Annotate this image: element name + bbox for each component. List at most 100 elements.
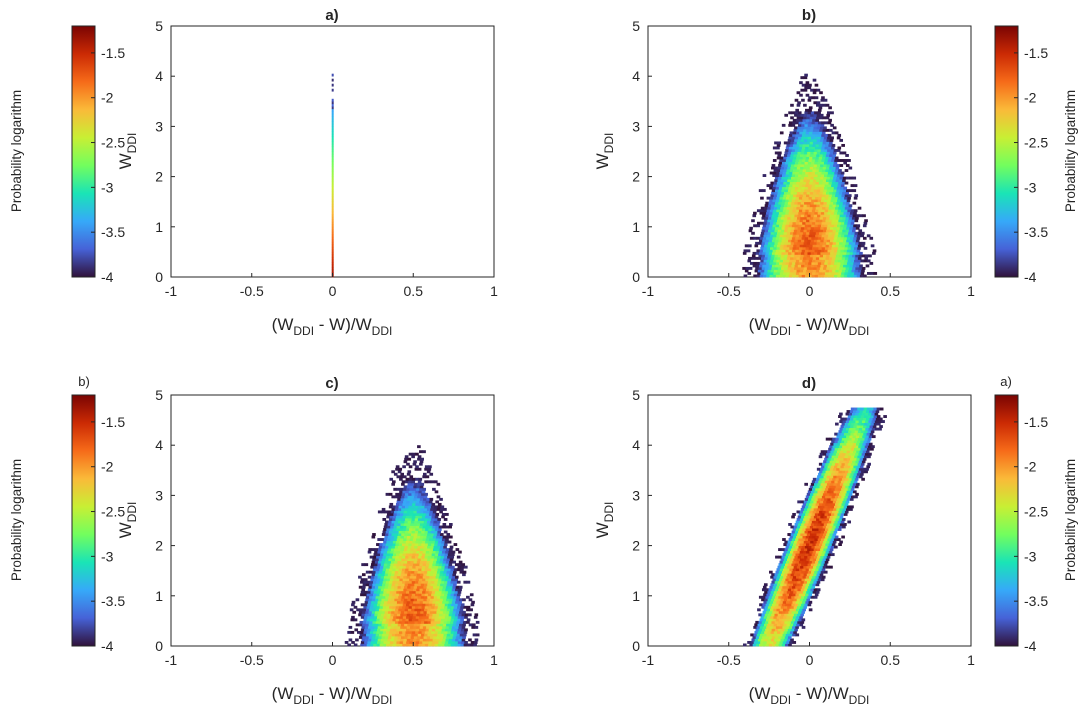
heatmap-cell (397, 638, 401, 642)
heatmap-cell (822, 452, 827, 456)
heatmap-cell (434, 543, 438, 546)
heatmap-cell (853, 480, 858, 484)
heatmap-cell (832, 154, 836, 157)
heatmap-cell (787, 138, 792, 142)
heatmap-cell (769, 633, 774, 637)
heatmap-cell (790, 216, 795, 220)
heatmap-cell (819, 229, 824, 233)
heatmap-cell (790, 590, 794, 594)
heatmap-cell (451, 588, 456, 592)
heatmap-cell (808, 535, 813, 539)
heatmap-cell (792, 274, 796, 278)
heatmap-cell (804, 161, 809, 165)
heatmap-cell (418, 580, 422, 584)
heatmap-cell (836, 515, 841, 519)
heatmap-cell (416, 538, 420, 541)
heatmap-cell (829, 214, 834, 218)
heatmap-cell (831, 196, 835, 200)
heatmap-cell (364, 640, 368, 644)
heatmap-cell (790, 103, 794, 107)
heatmap-cell (446, 570, 451, 574)
heatmap-cell (451, 625, 456, 629)
heatmap-cell (451, 628, 455, 632)
heatmap-cell (427, 555, 432, 559)
heatmap-cell (857, 259, 861, 263)
heatmap-cell (841, 422, 846, 426)
heatmap-cell (845, 412, 850, 416)
heatmap-cell (443, 620, 448, 624)
heatmap-cell (777, 154, 782, 157)
heatmap-cell (798, 136, 802, 140)
heatmap-cell (755, 264, 760, 268)
heatmap-cell (850, 472, 855, 476)
heatmap-cell (456, 593, 461, 597)
heatmap-cell (795, 528, 800, 531)
heatmap-cell (407, 507, 412, 511)
heatmap-cell (383, 615, 388, 619)
heatmap-cell (426, 470, 431, 474)
heatmap-cell (790, 191, 795, 195)
heatmap-cell (419, 510, 424, 514)
heatmap-cell (801, 133, 806, 137)
heatmap-cell (810, 189, 815, 193)
heatmap-cell (864, 430, 868, 434)
heatmap-cell (848, 219, 852, 223)
heatmap-cell (790, 154, 794, 157)
heatmap-cell (819, 231, 823, 235)
heatmap-cell (853, 184, 858, 188)
heatmap-cell (805, 169, 810, 172)
heatmap-cell (817, 555, 821, 559)
heatmap-cell (437, 618, 442, 622)
heatmap-cell (794, 530, 799, 534)
heatmap-cell (794, 540, 798, 544)
heatmap-cell (799, 206, 804, 210)
heatmap-cell (424, 608, 428, 612)
heatmap-cell (781, 595, 786, 599)
heatmap-cell (402, 565, 407, 569)
heatmap-cell (425, 588, 430, 592)
heatmap-cell (815, 246, 819, 250)
heatmap-cell (402, 502, 407, 506)
heatmap-cell (786, 623, 791, 627)
heatmap-cell (841, 206, 846, 210)
heatmap-cell (407, 573, 411, 577)
heatmap-cell (842, 452, 846, 456)
heatmap-cell (776, 209, 780, 213)
heatmap-cell (808, 528, 813, 531)
heatmap-cell (381, 507, 386, 511)
heatmap-cell (837, 133, 842, 137)
heatmap-cell (437, 580, 442, 584)
heatmap-cell (381, 545, 386, 549)
heatmap-cell (365, 598, 369, 602)
heatmap-cell (434, 553, 439, 557)
heatmap-cell (801, 545, 806, 549)
heatmap-cell (786, 638, 791, 642)
heatmap-cell (331, 249, 334, 253)
heatmap-cell (813, 555, 818, 559)
heatmap-cell (847, 462, 852, 466)
heatmap-cell (432, 560, 437, 564)
heatmap-cell (813, 565, 817, 569)
heatmap-cell (759, 603, 763, 607)
heatmap-cell (783, 575, 787, 579)
heatmap-cell (363, 630, 368, 634)
heatmap-cell (824, 133, 829, 137)
heatmap-cell (798, 224, 802, 228)
heatmap-cell (820, 214, 824, 218)
heatmap-cell (421, 580, 426, 584)
heatmap-cell (821, 505, 825, 509)
heatmap-cell (764, 231, 768, 235)
heatmap-cell (462, 570, 467, 574)
heatmap-cell (389, 618, 393, 622)
heatmap-cell (813, 226, 818, 230)
heatmap-cell (808, 568, 813, 572)
heatmap-cell (862, 450, 867, 454)
heatmap-cell (824, 528, 829, 531)
heatmap-cell (806, 573, 811, 577)
heatmap-cell (809, 583, 813, 587)
heatmap-cell (793, 219, 797, 223)
heatmap-cell (393, 525, 398, 529)
heatmap-cell (794, 138, 798, 142)
heatmap-cell (768, 603, 773, 607)
heatmap-cell (425, 502, 429, 506)
